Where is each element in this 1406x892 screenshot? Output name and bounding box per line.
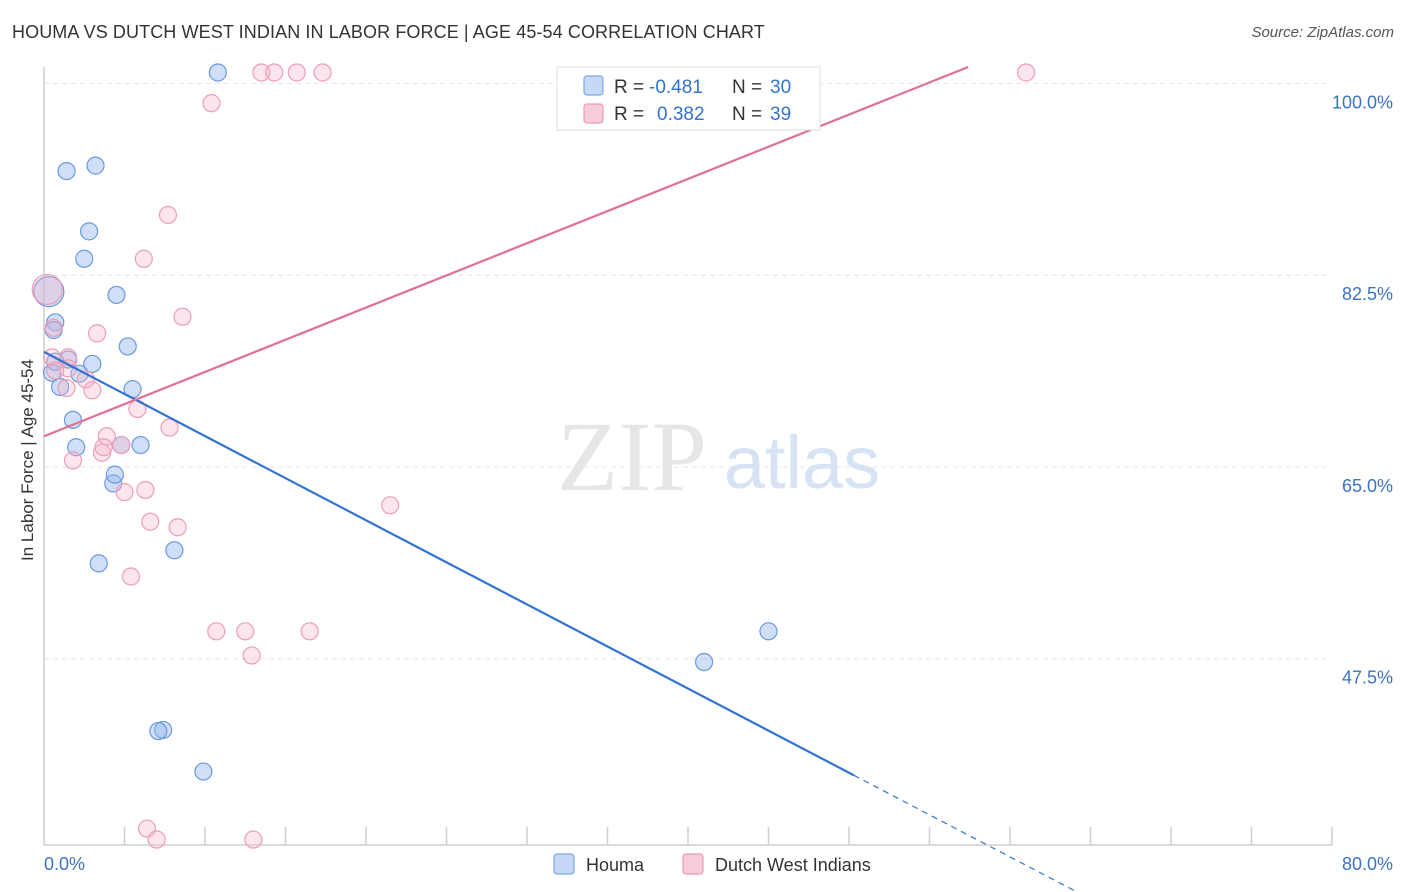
houma-point [149, 721, 168, 741]
houma-point [105, 465, 124, 484]
grid-lines [44, 82, 1332, 660]
dutch-west-indians-point [94, 438, 113, 457]
y-tick-label: 65.0% [1342, 476, 1393, 496]
dutch-west-indians-point [44, 318, 63, 337]
houma-point [89, 554, 108, 573]
x-tick-label-min: 0.0% [44, 854, 85, 874]
dutch-west-indians-point [63, 451, 83, 470]
x-tick-label-max: 80.0% [1342, 854, 1393, 874]
dutch-west-indians-point [252, 63, 271, 82]
houma-point [759, 622, 778, 641]
dutch-west-indians-point [168, 518, 187, 537]
houma-point [33, 276, 65, 308]
watermark-zip: ZIP [557, 401, 707, 512]
houma-point [50, 377, 70, 397]
stats-legend: R = -0.481 N = 30 R = 0.382 N = 39 [556, 66, 821, 131]
dutch-west-indians-point [202, 94, 221, 113]
dutch-west-indians-point [265, 63, 284, 82]
dutch-west-indians-point [173, 307, 192, 326]
dutch-west-indians-point [244, 830, 263, 849]
houma-point [694, 652, 714, 672]
houma-point [75, 249, 94, 268]
stats-r-label-houma: R = [614, 77, 644, 98]
chart-title: HOUMA VS DUTCH WEST INDIAN IN LABOR FORC… [12, 22, 765, 42]
legend-label-houma: Houma [586, 855, 645, 875]
watermark-atlas: atlas [724, 421, 880, 504]
dutch-west-indians-point [57, 378, 76, 398]
houma-point [118, 337, 137, 356]
stats-r-value-dutch: 0.382 [657, 104, 705, 125]
dutch-west-indians-point [300, 622, 319, 641]
dutch-west-indians-point [121, 567, 141, 586]
y-tick-label: 100.0% [1332, 92, 1393, 112]
houma-point [107, 285, 126, 305]
houma-point [131, 435, 150, 455]
source-label: Source: ZipAtlas.com [1251, 24, 1394, 41]
bottom-legend: Houma Dutch West Indians [553, 853, 871, 875]
stats-r-label-dutch: R = [614, 104, 644, 125]
dutch-west-indians-point [97, 427, 116, 446]
stats-n-label-dutch: N = [732, 104, 762, 125]
dutch-west-indians-point [242, 646, 261, 665]
stats-swatch-houma [583, 75, 604, 96]
legend-label-dutch: Dutch West Indians [715, 855, 871, 875]
legend-swatch-houma [553, 853, 575, 875]
dutch-west-indians-point [236, 622, 255, 641]
x-ticks [123, 827, 1333, 845]
dutch-west-indians-point [88, 324, 107, 343]
stats-r-value-houma: -0.481 [649, 77, 703, 98]
dutch-west-indians-point [147, 830, 166, 849]
dutch-west-indians-point [158, 205, 178, 225]
dutch-west-indians-point [313, 63, 332, 82]
houma-point [57, 161, 76, 181]
dutch-west-indians-points [31, 63, 1036, 849]
x-tick-labels: 0.0% 80.0% [44, 854, 1393, 874]
dutch-west-indians-point [112, 435, 131, 455]
y-tick-label: 82.5% [1342, 284, 1393, 304]
houma-trend-extension [853, 774, 1079, 892]
dutch-west-indians-point [115, 483, 134, 502]
dutch-west-indians-point [134, 249, 153, 268]
houma-point [83, 354, 102, 374]
houma-point [165, 541, 184, 560]
dutch-west-indians-point [136, 480, 155, 500]
houma-point [86, 156, 105, 175]
dutch-west-indians-point [83, 381, 102, 400]
dutch-west-indians-point [160, 418, 179, 437]
dutch-west-indians-point [141, 512, 160, 531]
houma-point [194, 762, 213, 781]
stats-n-value-houma: 30 [770, 77, 791, 98]
y-tick-label: 47.5% [1342, 668, 1393, 688]
stats-n-label-houma: N = [732, 77, 762, 98]
stats-n-value-dutch: 39 [770, 104, 791, 125]
dutch-west-indians-point [46, 361, 65, 380]
legend-swatch-dutch [682, 853, 704, 875]
dutch-west-indians-trend-line [43, 65, 969, 438]
houma-point [208, 63, 227, 82]
houma-point [79, 222, 99, 241]
dutch-west-indians-point [31, 273, 63, 306]
y-tick-labels: 47.5% 65.0% 82.5% 100.0% [1332, 92, 1393, 687]
dutch-west-indians-point [381, 496, 400, 515]
dutch-west-indians-point [207, 622, 226, 641]
stats-swatch-dutch [583, 103, 604, 124]
watermark: ZIP atlas [557, 401, 880, 512]
houma-trend-line [43, 350, 855, 777]
dutch-west-indians-point [1016, 63, 1036, 82]
dutch-west-indians-point [287, 63, 306, 82]
